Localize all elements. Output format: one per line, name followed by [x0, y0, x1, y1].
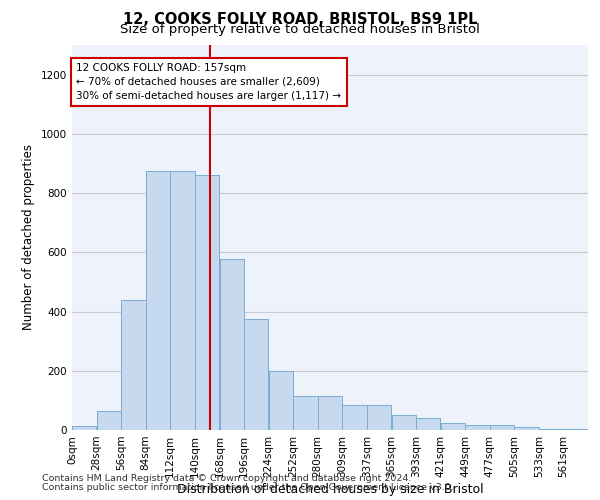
Bar	[244, 319, 268, 430]
Bar	[539, 428, 563, 430]
Bar	[563, 429, 588, 430]
Bar	[195, 176, 220, 430]
Text: Size of property relative to detached houses in Bristol: Size of property relative to detached ho…	[120, 22, 480, 36]
Bar	[367, 405, 391, 430]
Text: 12 COOKS FOLLY ROAD: 157sqm
← 70% of detached houses are smaller (2,609)
30% of : 12 COOKS FOLLY ROAD: 157sqm ← 70% of det…	[76, 63, 341, 101]
Bar	[121, 300, 146, 430]
Bar	[416, 418, 440, 430]
Bar	[440, 424, 465, 430]
Text: 12, COOKS FOLLY ROAD, BRISTOL, BS9 1PL: 12, COOKS FOLLY ROAD, BRISTOL, BS9 1PL	[123, 12, 477, 28]
Bar	[220, 259, 244, 430]
Bar	[490, 426, 514, 430]
Bar	[465, 424, 490, 430]
Bar	[97, 412, 121, 430]
Bar	[72, 426, 97, 430]
Bar	[392, 414, 416, 430]
Bar	[318, 396, 342, 430]
Text: Contains public sector information licensed under the Open Government Licence v3: Contains public sector information licen…	[42, 483, 454, 492]
Text: Contains HM Land Registry data © Crown copyright and database right 2024.: Contains HM Land Registry data © Crown c…	[42, 474, 412, 483]
Y-axis label: Number of detached properties: Number of detached properties	[22, 144, 35, 330]
Bar	[146, 171, 170, 430]
X-axis label: Distribution of detached houses by size in Bristol: Distribution of detached houses by size …	[176, 482, 484, 496]
Bar	[269, 371, 293, 430]
Bar	[514, 427, 539, 430]
Bar	[343, 405, 367, 430]
Bar	[293, 396, 317, 430]
Bar	[170, 171, 195, 430]
